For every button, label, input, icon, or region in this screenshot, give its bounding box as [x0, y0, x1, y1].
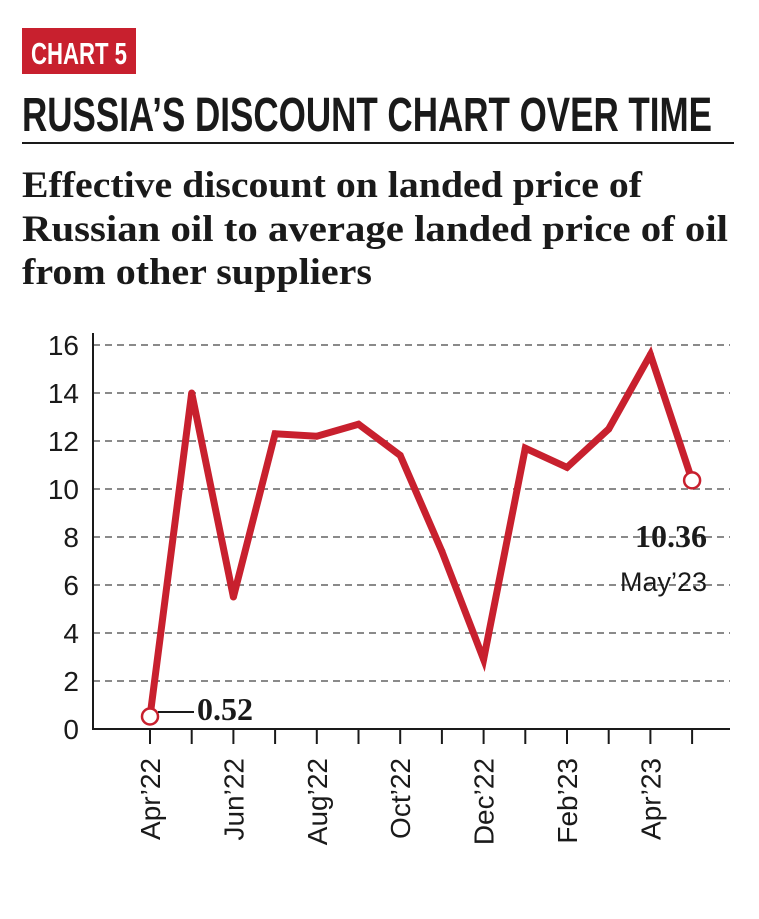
data-point	[438, 547, 446, 555]
x-tick-label: Dec’22	[469, 758, 500, 845]
data-point	[682, 471, 702, 490]
data-point	[140, 707, 160, 726]
y-tick-label: 4	[63, 618, 79, 649]
y-tick-label: 10	[48, 474, 79, 505]
y-tick-label: 12	[48, 426, 79, 457]
subtitle-line-1: Effective discount on landed price of	[22, 165, 643, 206]
x-tick-label: Apr’23	[635, 758, 666, 840]
data-point	[521, 444, 529, 452]
y-tick-label: 8	[63, 522, 79, 553]
y-tick-label: 0	[63, 714, 79, 745]
data-point	[480, 655, 488, 663]
y-tick-label: 2	[63, 666, 79, 697]
chart-title: RUSSIA’S DISCOUNT CHART OVER TIME	[22, 89, 712, 142]
x-tick-label: Aug’22	[302, 758, 333, 845]
data-point	[271, 430, 279, 438]
data-point	[313, 432, 321, 440]
subtitle-line-3: from other suppliers	[22, 252, 372, 293]
x-tick-label: Feb’23	[552, 758, 583, 844]
chart-number-label: CHART 5	[31, 36, 127, 71]
x-tick-label: Apr’22	[135, 758, 166, 840]
data-point	[563, 463, 571, 471]
subtitle-line-2: Russian oil to average landed price of o…	[22, 209, 728, 250]
x-tick-label: Oct’22	[385, 758, 416, 839]
chart-number-badge	[22, 28, 136, 74]
series-line	[146, 345, 696, 717]
start-value-label: 0.52	[197, 691, 253, 727]
y-tick-label: 14	[48, 378, 79, 409]
end-date-label: May’23	[620, 567, 707, 597]
data-point	[188, 389, 196, 397]
end-value-label: 10.36	[635, 518, 707, 554]
data-point	[646, 351, 654, 359]
data-point	[396, 451, 404, 459]
data-point	[605, 425, 613, 433]
data-point	[229, 593, 237, 601]
y-tick-label: 16	[48, 330, 79, 361]
y-tick-label: 6	[63, 570, 79, 601]
x-tick-label: Jun’22	[218, 758, 249, 841]
data-point	[355, 420, 362, 428]
